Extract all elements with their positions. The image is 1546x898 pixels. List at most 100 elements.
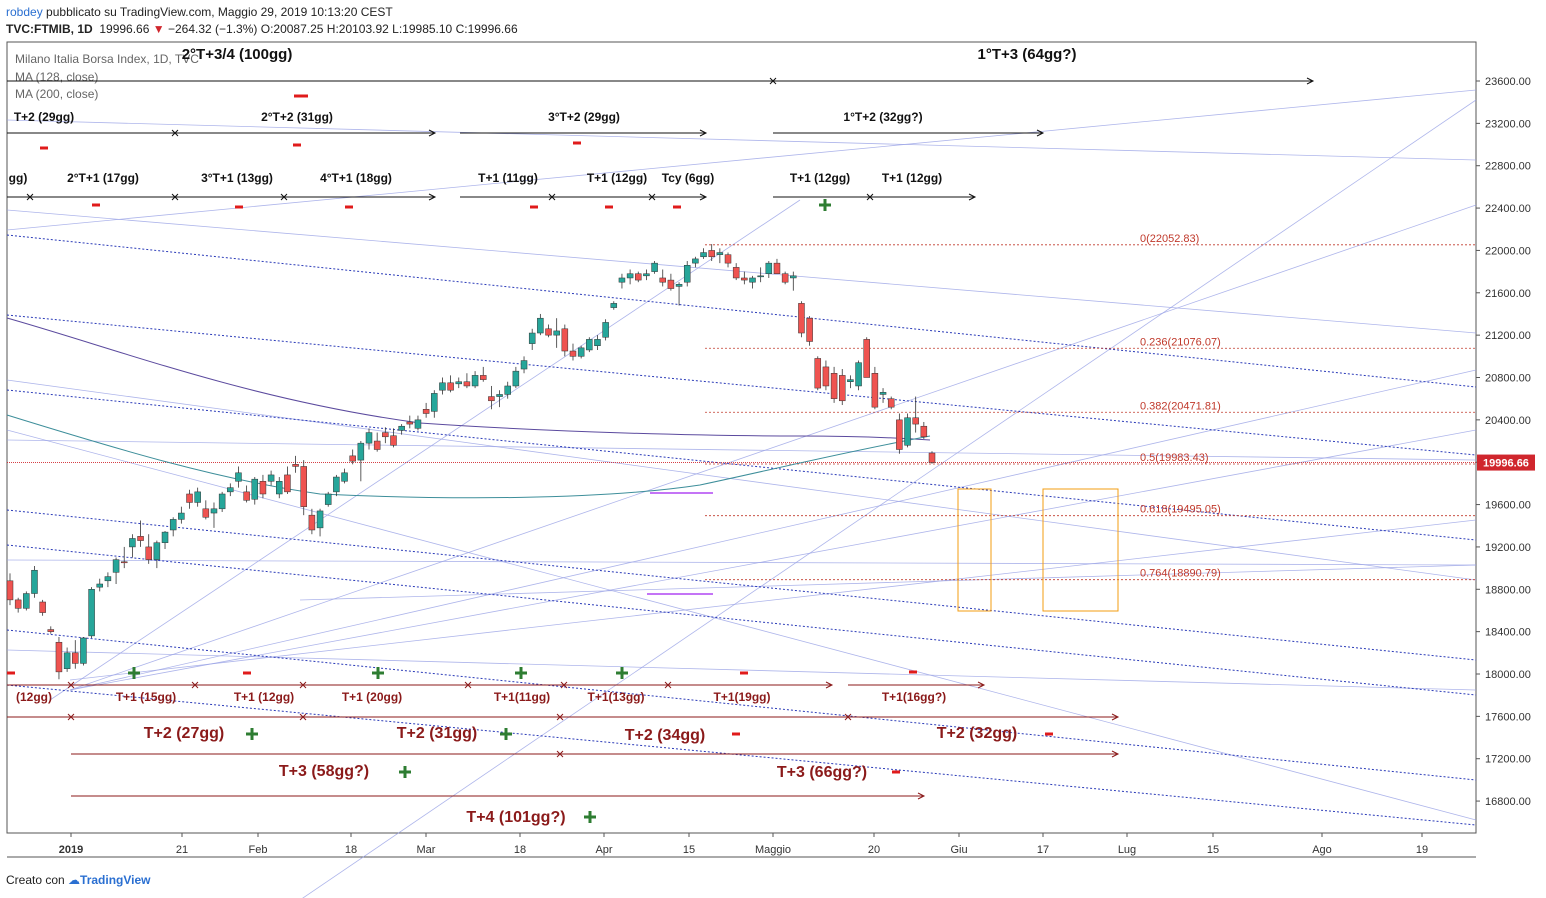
cycle-label-bottom: (12gg) — [16, 690, 52, 704]
y-tick-label: 17200.00 — [1485, 754, 1531, 766]
candle-body — [104, 576, 112, 582]
cycle-marker — [299, 681, 307, 689]
cycle-label-top: 1°T+3 (64gg?) — [978, 46, 1077, 63]
y-tick-label: 19600.00 — [1485, 500, 1531, 512]
cycle-marker — [769, 77, 777, 85]
cycle-label-top: 1°T+2 (32gg?) — [843, 110, 922, 124]
cycle-arrow-head — [428, 193, 437, 201]
candle-body — [479, 375, 487, 380]
cycle-label-bottom-big: T+3 (66gg?) — [777, 764, 867, 781]
candle-body — [626, 273, 634, 279]
candle-body — [724, 254, 732, 264]
cycle-label-top: T+2 (29gg) — [14, 110, 74, 124]
candle-body — [72, 652, 79, 664]
y-tick-label: 22800.00 — [1485, 161, 1531, 173]
cycle-label-top: T+1 (12gg) — [790, 171, 850, 185]
x-tick-label: Ago — [1312, 844, 1332, 856]
cycle-arrow-head — [977, 681, 986, 689]
candle-body — [806, 317, 813, 342]
x-tick-label: Maggio — [755, 844, 791, 856]
legend-title: Milano Italia Borsa Index, 1D, TVC — [15, 52, 199, 66]
y-tick-label: 17600.00 — [1485, 711, 1531, 723]
candle-body — [300, 466, 307, 507]
plus-icon — [246, 728, 258, 740]
candle-body — [308, 514, 316, 531]
cycle-arrow-head — [699, 193, 708, 201]
cycle-marker — [26, 193, 34, 201]
candle-body — [455, 381, 463, 385]
cycle-marker — [844, 713, 852, 721]
cycle-marker — [548, 193, 556, 201]
candle-body — [692, 258, 699, 264]
candle-body — [618, 277, 626, 283]
x-tick-label: Feb — [249, 844, 268, 856]
author-link[interactable]: robdey — [6, 5, 43, 19]
candle-body — [414, 419, 422, 429]
candle-body — [341, 472, 348, 482]
y-tick-label: 20800.00 — [1485, 373, 1531, 385]
candle-body — [161, 531, 169, 543]
cycle-label-bottom: T+1(19gg) — [713, 690, 770, 704]
cycle-marker — [280, 193, 288, 201]
y-tick-label: 18400.00 — [1485, 627, 1531, 639]
candle-body — [659, 277, 666, 283]
candle-body — [333, 476, 340, 493]
candle-body — [202, 508, 210, 518]
cycle-label-top: T+1 (12gg) — [882, 171, 942, 185]
legend-ma200[interactable]: MA (200, close) — [15, 87, 99, 101]
candle-body — [912, 417, 919, 425]
candle-body — [267, 474, 275, 482]
cycle-label-top: T+1 (11gg) — [478, 171, 538, 185]
cycle-arrow-head — [699, 129, 708, 137]
x-tick-label: 19 — [1416, 844, 1428, 856]
cycle-label-top: 3°T+2 (29gg) — [548, 110, 620, 124]
candle-body — [798, 303, 805, 334]
candle-body — [23, 593, 30, 609]
candle-body — [757, 275, 764, 278]
candle-body — [928, 452, 936, 463]
candle-body — [512, 370, 520, 387]
ma128-line — [6, 414, 931, 499]
candle-body — [643, 273, 650, 277]
channel-line — [6, 509, 1477, 661]
x-tick-label: 20 — [868, 844, 880, 856]
last-price-tag — [1477, 454, 1535, 471]
candle-body — [822, 366, 830, 387]
candle-body — [292, 464, 299, 467]
candle-body — [504, 385, 511, 395]
channel-line — [6, 684, 1477, 826]
cycle-marker — [560, 681, 568, 689]
cycle-marker — [464, 681, 472, 689]
footer-brand[interactable]: TradingView — [80, 873, 151, 887]
target-box — [957, 488, 992, 612]
candle-body — [896, 419, 903, 450]
trend-line — [6, 439, 1477, 461]
candle-body — [528, 332, 536, 344]
trend-line — [6, 559, 1477, 566]
plus-icon — [399, 766, 411, 778]
x-tick-label: Apr — [595, 844, 612, 856]
trend-line — [69, 519, 1477, 681]
candle-body — [63, 652, 71, 669]
trend-line — [6, 119, 1477, 161]
fib-label: 0.5(19983.43) — [1140, 452, 1209, 464]
cycle-label-bottom: T+1 (15gg) — [116, 690, 176, 704]
cycle-label-top: 2°T+2 (31gg) — [261, 110, 333, 124]
candle-body — [781, 273, 789, 283]
cycle-label-top: 2°T+1 (17gg) — [67, 171, 139, 185]
candle-body — [88, 589, 95, 637]
candle-body — [145, 546, 152, 560]
candle-body — [129, 538, 136, 548]
plus-icon — [819, 199, 831, 211]
candle-body — [520, 360, 528, 370]
candle-body — [186, 493, 193, 503]
y-tick-label: 20400.00 — [1485, 415, 1531, 427]
fib-label: 0.618(19495.05) — [1140, 504, 1221, 516]
cycle-marker — [556, 750, 564, 758]
cycle-arrow-head — [917, 792, 926, 800]
x-tick-label: 21 — [176, 844, 188, 856]
last-price-tag-label: 19996.66 — [1483, 458, 1529, 470]
plot-frame — [6, 41, 1477, 834]
trend-line — [6, 379, 1477, 581]
